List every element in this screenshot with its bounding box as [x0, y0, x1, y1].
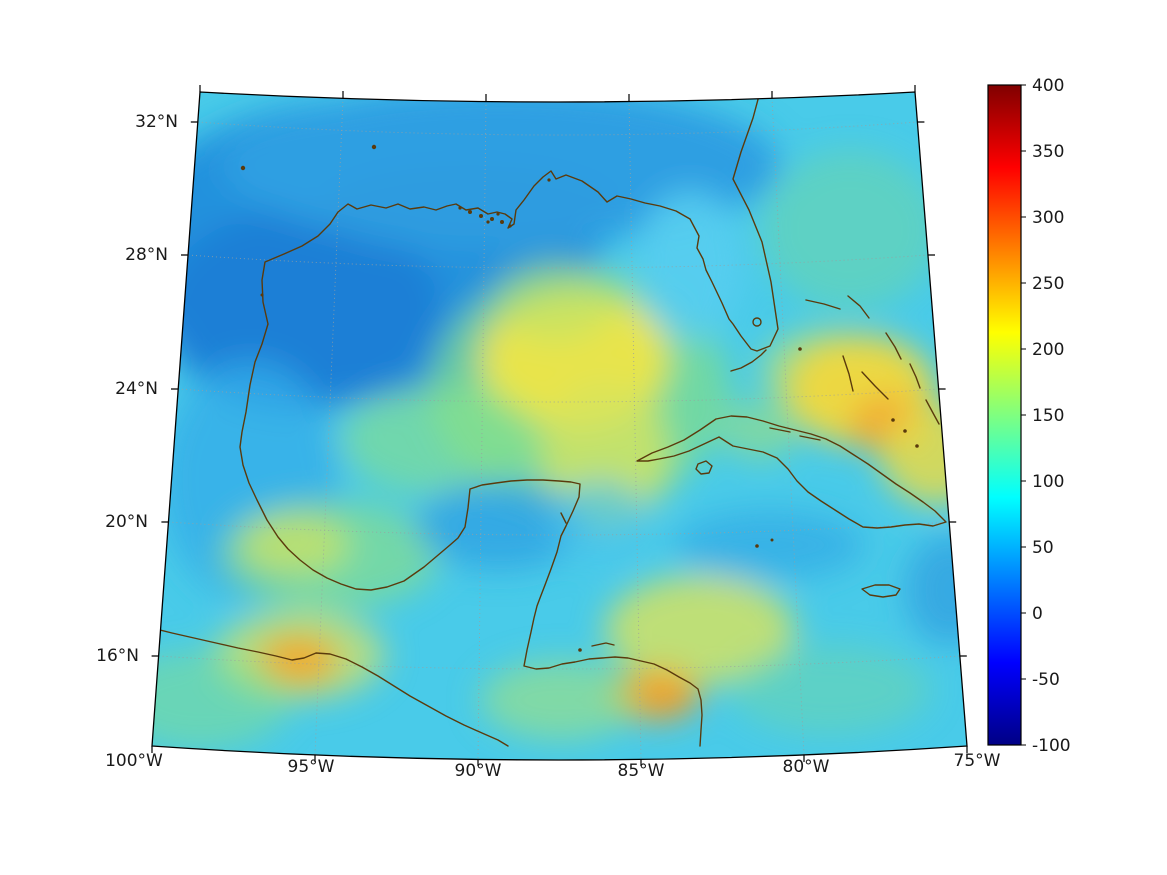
colorbar-tick-label: 150: [1032, 406, 1064, 426]
lat-tick-label: 20°N: [105, 512, 148, 532]
coastline-pacific-central-america: [152, 627, 509, 747]
lon-tick-label: 75°W: [954, 751, 1001, 771]
lat-tick-label: 28°N: [125, 245, 168, 265]
coastline-bay-islands: [560, 512, 615, 647]
colorbar-tick-label: 400: [1032, 76, 1064, 96]
field-raster: [152, 92, 967, 760]
lake-okeechobee: [752, 317, 762, 327]
lon-tick-label: 90°W: [455, 761, 502, 781]
colorbar-tick-label: 350: [1032, 142, 1064, 162]
colorbar-tick-label: 250: [1032, 274, 1064, 294]
colorbar-tick-label: 0: [1032, 604, 1043, 624]
parallel-32n: [197, 121, 918, 136]
lon-tick-label: 100°W: [105, 751, 163, 771]
meridian-80w: [771, 97, 805, 756]
coastline-florida-keys: [730, 349, 767, 372]
lon-tick-label: 95°W: [288, 757, 335, 777]
colorbar-tick-label: 50: [1032, 538, 1054, 558]
lat-tick-label: 32°N: [135, 112, 178, 132]
meridian-95w: [314, 97, 344, 756]
colorbar-ticks: [1021, 84, 1026, 746]
lat-tick-label: 16°N: [96, 646, 139, 666]
lat-axis-labels: 32°N 28°N 24°N 20°N 16°N: [96, 112, 178, 666]
colorbar: 400 350 300 250 200 150 100 50 0 -50 -10…: [987, 76, 1071, 756]
coastline-jamaica: [861, 584, 901, 598]
colorbar-tick-label: 100: [1032, 472, 1064, 492]
graticule-grid: [158, 97, 960, 760]
colorbar-tick-label: -50: [1032, 670, 1060, 690]
map-border: [151, 91, 968, 761]
colorbar-tick-label: 300: [1032, 208, 1064, 228]
colorbar-tick-label: -100: [1032, 736, 1071, 756]
colorbar-labels: 400 350 300 250 200 150 100 50 0 -50 -10…: [1032, 76, 1071, 756]
coastline-isle-of-youth: [695, 460, 713, 475]
coastline-north-america: [239, 92, 779, 747]
coastlines: [152, 92, 947, 747]
island-specks: [240, 144, 919, 652]
lat-tick-label: 24°N: [115, 379, 158, 399]
lon-axis-labels: 100°W 95°W 90°W 85°W 80°W 75°W: [105, 751, 1001, 781]
colorbar-tick-label: 200: [1032, 340, 1064, 360]
coastline-cuba: [636, 415, 947, 529]
map-frame: [151, 85, 968, 766]
lon-tick-label: 80°W: [783, 757, 830, 777]
coastline-bahamas: [805, 295, 940, 425]
coastline-cuba-cays: [769, 427, 821, 441]
parallel-24n: [177, 388, 939, 403]
parallel-16n: [158, 655, 960, 670]
colorbar-gradient: [987, 84, 1022, 746]
axis-ticks: [151, 85, 968, 766]
lon-tick-label: 85°W: [618, 761, 665, 781]
